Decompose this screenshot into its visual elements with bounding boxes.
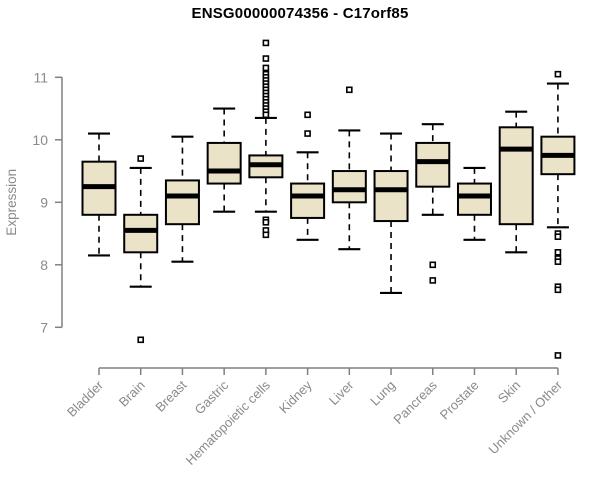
x-category-label: Liver (326, 377, 357, 408)
outlier-point (262, 231, 270, 239)
box-group-bladder (81, 132, 117, 257)
outlier-point (304, 130, 311, 137)
x-category-label: Brain (116, 378, 148, 410)
box-group-unknown-other (540, 70, 576, 359)
y-tick-label: 7 (40, 319, 48, 335)
box-group-skin (498, 110, 534, 254)
outlier-point (554, 258, 562, 265)
iqr-box (206, 141, 242, 185)
outlier-point (554, 352, 562, 359)
chart-title: ENSG00000074356 - C17orf85 (191, 5, 409, 22)
y-tick-label: 9 (40, 194, 48, 210)
x-category-label: Unknown / Other (485, 377, 565, 457)
box-group-prostate (456, 166, 492, 241)
x-category-label: Bladder (64, 377, 107, 420)
box-group-pancreas (415, 123, 451, 284)
outlier-point (137, 155, 145, 162)
outlier-point (262, 39, 270, 47)
box-group-breast (164, 135, 200, 263)
outlier-point (554, 233, 562, 240)
iqr-box (415, 141, 451, 188)
box-group-gastric (206, 107, 242, 213)
outlier-point (262, 55, 270, 62)
box-group-brain (123, 155, 159, 344)
box-group-lung (373, 132, 409, 295)
x-category-label: Gastric (192, 377, 232, 417)
y-axis: 7 8 9 10 11 Expression (4, 69, 63, 335)
outlier-point (554, 286, 562, 294)
x-category-label: Prostate (437, 378, 482, 423)
outlier-point (137, 336, 145, 344)
x-category-label: Breast (152, 377, 189, 414)
iqr-box (373, 170, 409, 223)
y-tick-label: 10 (32, 132, 48, 148)
outlier-point (554, 70, 562, 78)
iqr-box (290, 182, 326, 219)
outlier-point (429, 277, 437, 284)
box-group-kidney (290, 111, 326, 241)
outlier-point (262, 219, 270, 226)
outlier-point (304, 111, 311, 119)
y-tick-label: 11 (33, 69, 48, 85)
outlier-point (554, 249, 562, 256)
x-category-label: Skin (495, 378, 523, 406)
y-axis-title: Expression (4, 169, 19, 236)
x-category-label: Lung (367, 378, 398, 409)
outlier-point (262, 64, 270, 72)
x-category-label: Kidney (276, 377, 315, 416)
outlier-point (346, 86, 353, 94)
x-category-label: Pancreas (390, 377, 440, 427)
outlier-point (429, 261, 437, 269)
outlier-point (262, 111, 270, 119)
iqr-box (331, 170, 367, 204)
iqr-box (498, 126, 534, 226)
box-group-hematopoietic-cells (248, 39, 284, 239)
y-tick-label: 8 (40, 257, 48, 273)
iqr-box (456, 182, 492, 216)
box-group-liver (331, 86, 367, 251)
iqr-box (123, 213, 159, 254)
iqr-box (164, 179, 200, 226)
